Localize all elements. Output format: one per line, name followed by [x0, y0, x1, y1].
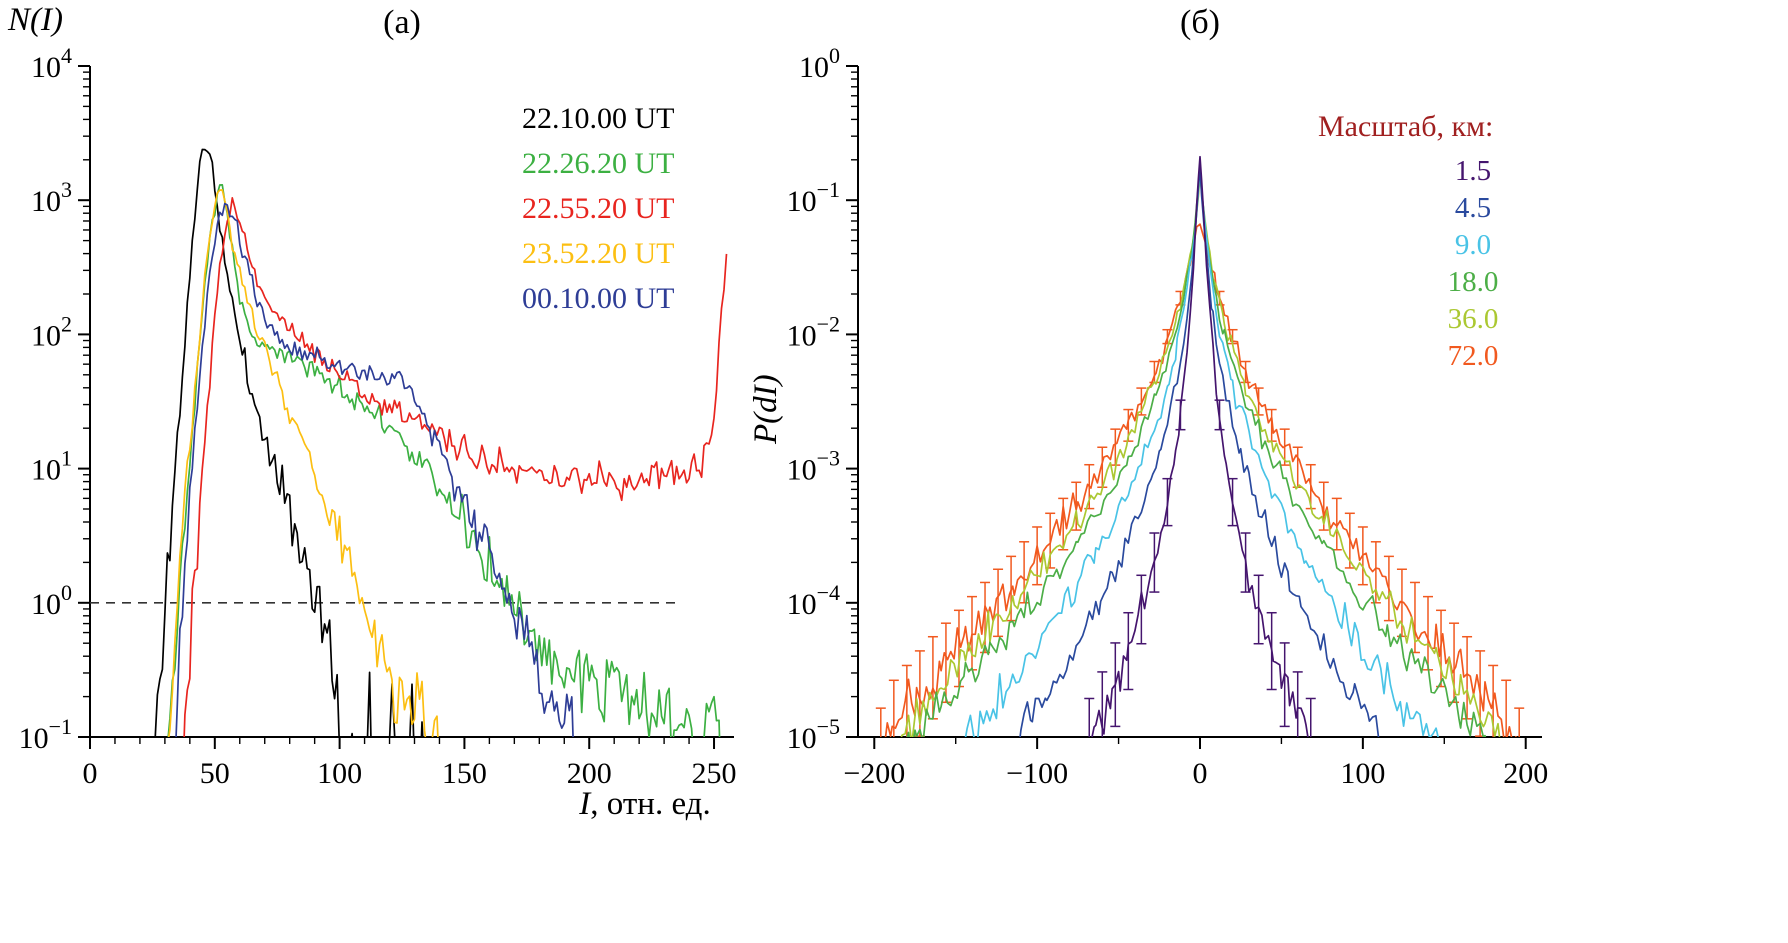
- panel-b-legend: Масштаб, км: 1.5 4.5 9.0 18.0 36.0 72.0: [1318, 110, 1548, 375]
- panel-b-title: (б): [1180, 4, 1220, 41]
- series-line-00.10.00-UT: [175, 202, 574, 737]
- panel-a-legend-entry: 23.52.20 UT: [522, 237, 675, 270]
- y-tick-label: 100: [31, 580, 72, 621]
- y-tick-label: 100: [799, 43, 840, 84]
- panel-a-legend: 22.10.00 UT 22.26.20 UT 22.55.20 UT 23.52.2…: [522, 96, 675, 321]
- series-line-23.52.20-UT: [167, 189, 439, 737]
- y-tick-label: 102: [31, 311, 72, 352]
- panel-a-legend-entry: 00.10.00 UT: [522, 282, 675, 315]
- panel-a-legend-entry: 22.55.20 UT: [522, 192, 675, 225]
- y-tick-label: 10−1: [19, 714, 72, 755]
- x-tick-label: 200: [567, 757, 612, 790]
- x-tick-label: −100: [1006, 757, 1068, 790]
- panel-a-legend-entry: 22.10.00 UT: [522, 102, 675, 135]
- panel-a-legend-entry: 22.26.20 UT: [522, 147, 675, 180]
- y-tick-label: 103: [31, 177, 72, 218]
- panel-b-legend-title: Масштаб, км:: [1318, 110, 1494, 143]
- y-tick-label: 10−5: [787, 714, 840, 755]
- panel-b-plot: −200 −100 0 100 200 100 10−1 10−2 10−3 10−4 10−5: [787, 43, 1549, 790]
- y-tick-label: 10−2: [787, 311, 840, 352]
- series-line-22.26.20-UT: [167, 184, 721, 737]
- x-tick-label: 250: [692, 757, 737, 790]
- y-tick-label: 10−1: [787, 177, 840, 218]
- x-tick-label: 50: [200, 757, 230, 790]
- y-tick-label: 101: [31, 446, 72, 487]
- x-tick-label: 0: [83, 757, 98, 790]
- x-tick-label: 0: [1193, 757, 1208, 790]
- x-tick-label: 100: [1340, 757, 1385, 790]
- error-bars-1.5: [1084, 399, 1316, 737]
- x-tick-label: 200: [1503, 757, 1548, 790]
- panel-b-legend-entry: 72.0: [1447, 340, 1499, 372]
- y-tick-label: 104: [31, 43, 72, 84]
- error-bars-72.0: [875, 290, 1525, 737]
- y-tick-label: 10−3: [787, 446, 840, 487]
- panel-b-y-axis-label: P(dI): [748, 374, 784, 444]
- panel-b-legend-entry: 4.5: [1454, 192, 1492, 224]
- series-line-22.55.20-UT: [183, 197, 728, 737]
- series-line-1.5: [1091, 155, 1309, 737]
- panel-a-y-axis-label: N(I): [8, 2, 63, 38]
- panel-b-legend-items: 1.5 4.5 9.0 18.0 36.0 72.0: [1398, 153, 1548, 375]
- y-tick-label: 10−4: [787, 580, 840, 621]
- series-line-22.10.00-UT: [154, 148, 424, 737]
- panel-a-x-axis-label: I, отн. ед.: [579, 786, 710, 823]
- panel-b-legend-entry: 1.5: [1454, 155, 1492, 187]
- panel-b-legend-entry: 9.0: [1454, 229, 1492, 261]
- panel-a-x-axis-variable: I: [579, 786, 591, 822]
- panel-a-title: (а): [383, 4, 421, 41]
- panel-b-legend-entry: 18.0: [1447, 266, 1499, 298]
- panel-b-legend-entry: 36.0: [1447, 303, 1499, 335]
- x-tick-label: −200: [843, 757, 905, 790]
- panel-a-x-axis-units: , отн. ед.: [590, 786, 711, 822]
- x-tick-label: 100: [317, 757, 362, 790]
- x-tick-label: 150: [442, 757, 487, 790]
